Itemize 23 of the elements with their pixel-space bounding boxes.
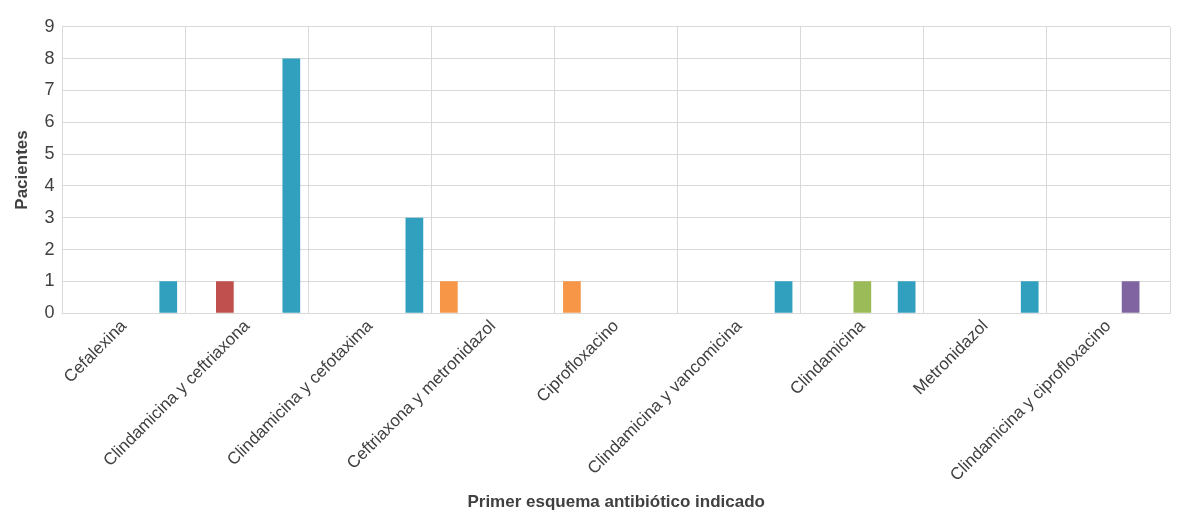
bar — [1020, 281, 1039, 313]
bar — [897, 281, 916, 313]
y-tick-label: 6 — [44, 111, 55, 132]
bar — [774, 281, 793, 313]
bar — [439, 281, 458, 313]
y-tick-label: 5 — [44, 143, 55, 164]
y-tick-label: 8 — [44, 47, 55, 68]
y-tick-label: 3 — [44, 206, 55, 227]
x-axis-title: Primer esquema antibiótico indicado — [467, 492, 765, 512]
bar — [563, 281, 581, 313]
y-tick-label: 7 — [44, 79, 55, 100]
bar — [159, 281, 178, 313]
bar — [405, 217, 424, 313]
y-tick-label: 2 — [44, 238, 55, 259]
bar — [853, 281, 872, 313]
y-tick-label: 1 — [44, 270, 55, 291]
bar — [216, 281, 234, 313]
bar — [282, 58, 301, 313]
bar — [1121, 281, 1140, 313]
y-axis-title: Pacientes — [11, 130, 31, 210]
y-tick-label: 4 — [44, 174, 55, 195]
y-tick-label: 9 — [44, 15, 55, 36]
y-tick-label: 0 — [44, 302, 55, 323]
